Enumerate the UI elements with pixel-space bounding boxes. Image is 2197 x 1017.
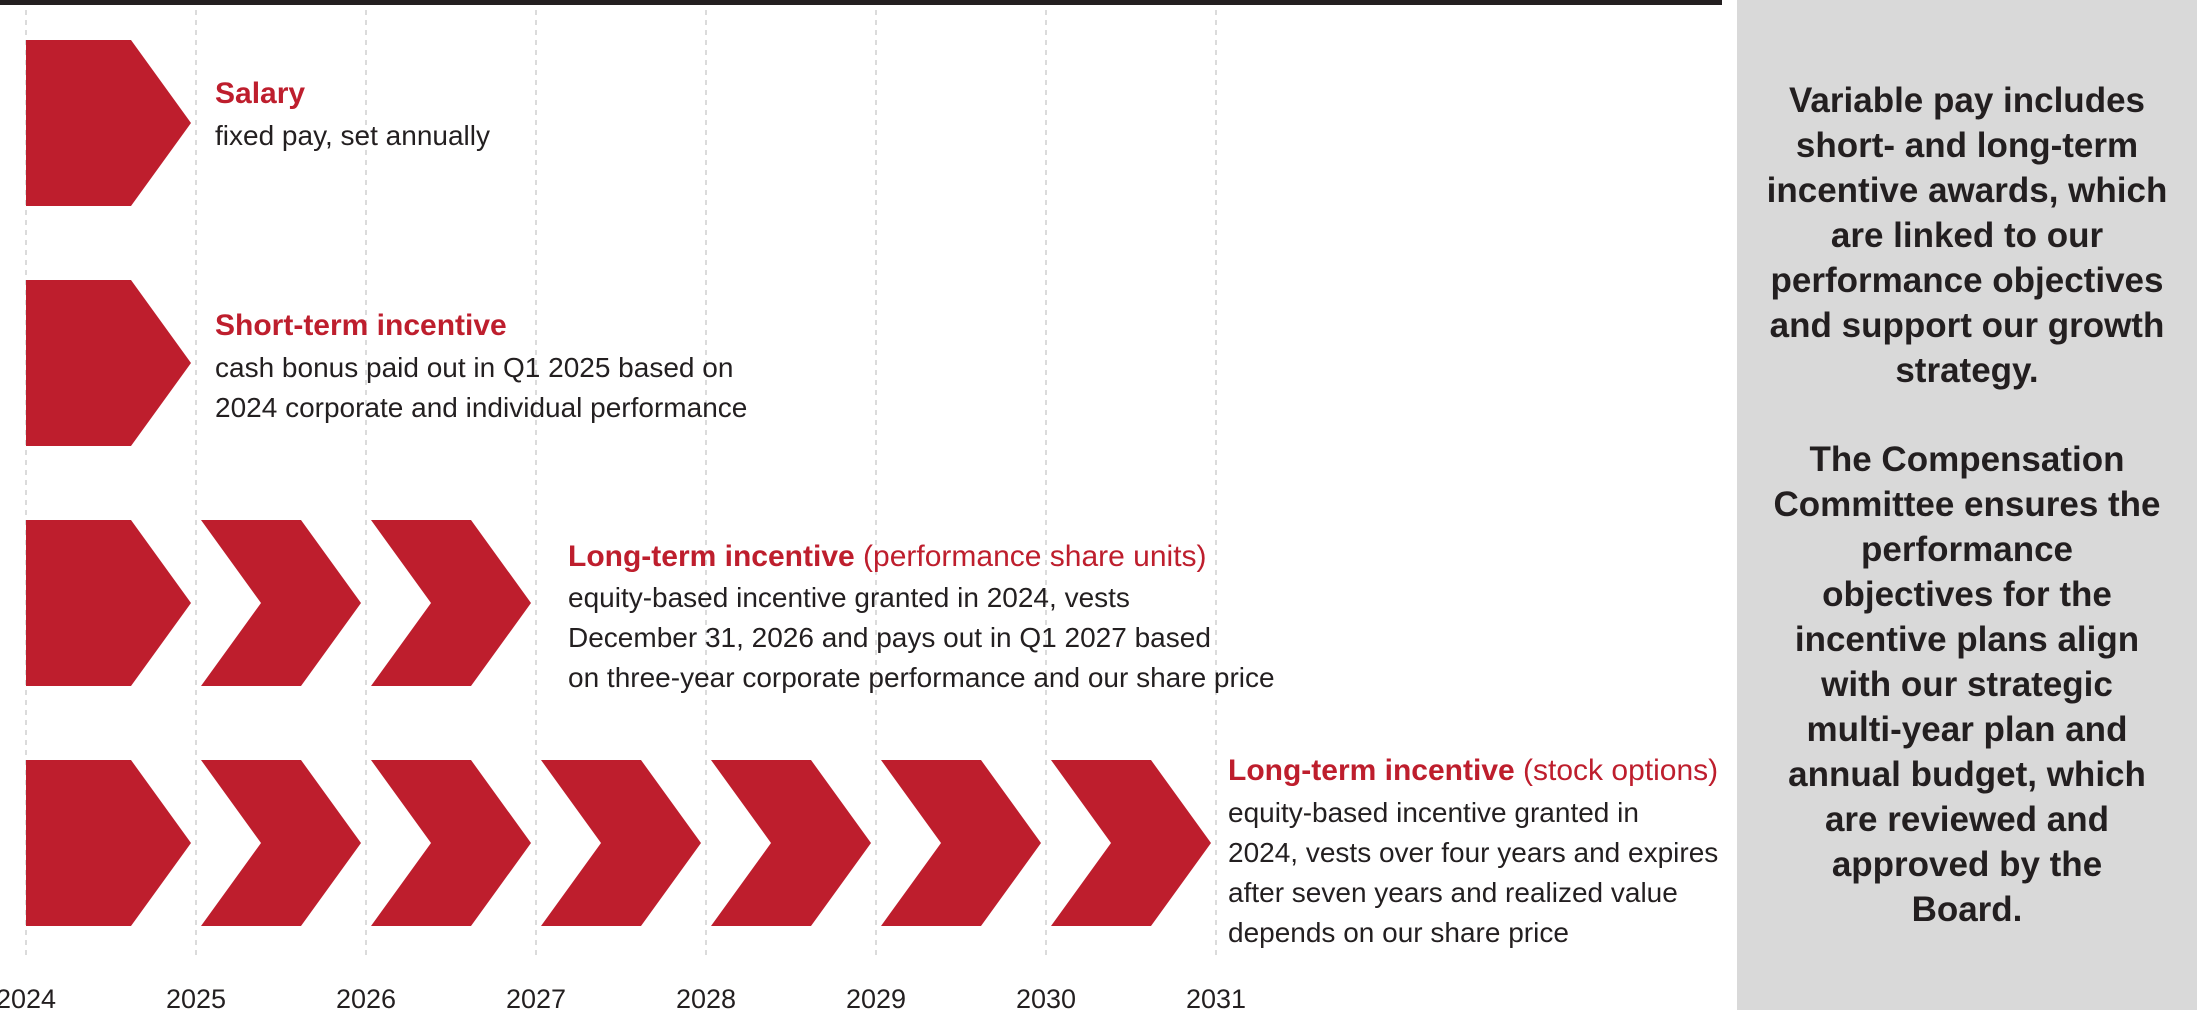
sidebar-line: are linked to our: [1830, 216, 2104, 255]
sidebar-line: incentive awards, which: [1766, 171, 2168, 210]
timeline-diagram: 2024 2025 2026 2027 2028 2029 2030 2031: [0, 10, 1246, 1014]
sidebar-line: Committee ensures the: [1773, 485, 2161, 524]
sti-desc-line: cash bonus paid out in Q1 2025 based on: [215, 352, 734, 383]
sidebar-line: objectives for the: [1822, 575, 2112, 614]
year-label-2027: 2027: [506, 984, 566, 1014]
sidebar-line: The Compensation: [1809, 440, 2125, 479]
options-arrow-segment: [371, 760, 531, 926]
sidebar-line: performance: [1860, 530, 2074, 569]
sidebar-line: performance objectives: [1770, 261, 2164, 300]
year-label-2028: 2028: [676, 984, 736, 1014]
sidebar-line: with our strategic: [1821, 665, 2113, 704]
sti-description: cash bonus paid out in Q1 2025 based on …: [215, 348, 747, 428]
options-title: Long-term incentive (stock options): [1228, 754, 1719, 787]
psu-arrow-segment: [26, 520, 191, 686]
psu-title: Long-term incentive (performance share u…: [568, 540, 1207, 573]
salary-description: fixed pay, set annually: [215, 116, 490, 156]
sidebar-paragraph-1: Variable pay includes short- and long-te…: [1747, 78, 2187, 393]
salary-title: Salary: [215, 77, 306, 110]
year-label-2024: 2024: [0, 984, 56, 1014]
sidebar-line: approved by the: [1831, 845, 2103, 884]
options-arrow-segment: [201, 760, 361, 926]
sidebar-line: strategy.: [1895, 351, 2039, 390]
sidebar-line: Variable pay includes: [1789, 81, 2145, 120]
options-desc-line: equity-based incentive granted in: [1228, 797, 1639, 828]
psu-arrow-segment: [201, 520, 361, 686]
year-label-2029: 2029: [846, 984, 906, 1014]
psu-desc-line: equity-based incentive granted in 2024, …: [568, 582, 1130, 613]
options-arrow-segment: [26, 760, 191, 926]
options-arrow-segment: [881, 760, 1041, 926]
sidebar-line: incentive plans align: [1794, 620, 2140, 659]
options-desc-line: after seven years and realized value: [1228, 877, 1678, 908]
sidebar-paragraph-2: The Compensation Committee ensures the p…: [1747, 437, 2187, 932]
sidebar-line: are reviewed and: [1824, 800, 2110, 839]
sidebar-line: Board.: [1911, 890, 2023, 929]
psu-desc-line: on three-year corporate performance and …: [568, 662, 1275, 693]
options-desc-line: 2024, vests over four years and expires: [1228, 837, 1719, 868]
year-label-2026: 2026: [336, 984, 396, 1014]
arrow-bars: [26, 40, 1211, 926]
options-description: equity-based incentive granted in 2024, …: [1228, 793, 1718, 953]
options-desc-line: depends on our share price: [1228, 917, 1569, 948]
sti-arrow-segment: [26, 280, 191, 446]
year-label-2030: 2030: [1016, 984, 1076, 1014]
sti-title: Short-term incentive: [215, 309, 507, 342]
year-axis: 2024 2025 2026 2027 2028 2029 2030 2031: [0, 984, 1246, 1014]
top-rule: [0, 0, 1722, 5]
year-label-2025: 2025: [166, 984, 226, 1014]
psu-description: equity-based incentive granted in 2024, …: [568, 578, 1275, 698]
sidebar-line: annual budget, which: [1788, 755, 2146, 794]
sidebar-line: and support our growth: [1769, 306, 2165, 345]
sidebar-line: multi-year plan and: [1806, 710, 2128, 749]
options-arrow-segment: [711, 760, 871, 926]
salary-desc-line: fixed pay, set annually: [215, 120, 490, 151]
sidebar-line: short- and long-term: [1795, 126, 2139, 165]
year-label-2031: 2031: [1186, 984, 1246, 1014]
salary-arrow-segment: [26, 40, 191, 206]
options-arrow-segment: [541, 760, 701, 926]
sti-desc-line: 2024 corporate and individual performanc…: [215, 392, 748, 423]
sidebar-panel: Variable pay includes short- and long-te…: [1737, 0, 2197, 1010]
psu-arrow-segment: [371, 520, 531, 686]
options-arrow-segment: [1051, 760, 1211, 926]
psu-desc-line: December 31, 2026 and pays out in Q1 202…: [568, 622, 1211, 653]
